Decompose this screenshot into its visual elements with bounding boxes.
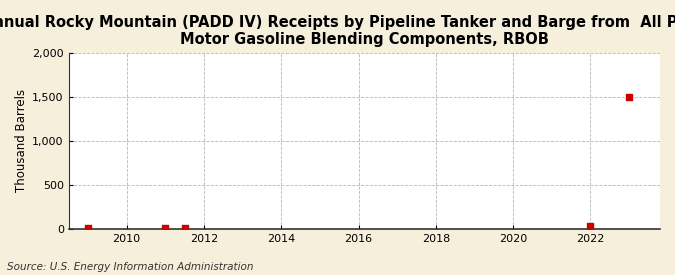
- Text: Source: U.S. Energy Information Administration: Source: U.S. Energy Information Administ…: [7, 262, 253, 272]
- Title: Annual Rocky Mountain (PADD IV) Receipts by Pipeline Tanker and Barge from  All : Annual Rocky Mountain (PADD IV) Receipts…: [0, 15, 675, 47]
- Point: [82, 226, 93, 231]
- Point: [160, 226, 171, 230]
- Point: [624, 95, 634, 99]
- Point: [179, 226, 190, 230]
- Point: [585, 223, 596, 228]
- Y-axis label: Thousand Barrels: Thousand Barrels: [15, 89, 28, 192]
